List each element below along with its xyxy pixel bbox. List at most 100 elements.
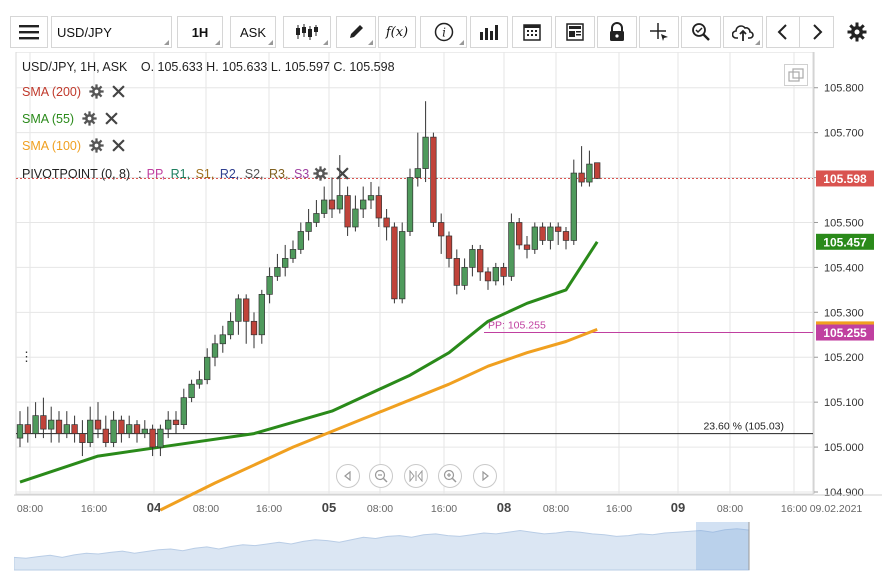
candle-body (102, 428, 109, 443)
triangle-right-icon (482, 471, 489, 481)
lock-button[interactable] (597, 16, 637, 48)
indicator-label: SMA (200) (22, 84, 82, 99)
pivot-r2: R2, (219, 166, 240, 181)
price-chart[interactable]: 105.800105.700105.600105.500105.400105.3… (14, 52, 882, 572)
zoom-button[interactable] (681, 16, 721, 48)
candle-body (414, 168, 421, 178)
sma55-price-tag-bg (816, 233, 874, 250)
news-button[interactable] (555, 16, 595, 48)
candle-body (63, 424, 70, 434)
candle-body (235, 298, 242, 322)
candle-body (492, 267, 499, 282)
candle-body (445, 235, 453, 259)
info-button[interactable]: i (420, 16, 467, 48)
gear-icon[interactable] (82, 111, 97, 126)
indicators-button[interactable]: f(x) (378, 16, 416, 48)
symbol-input[interactable]: USD/JPY (51, 16, 172, 48)
cloud-upload-icon (732, 25, 754, 41)
candle-body (461, 267, 468, 286)
candle-type-button[interactable] (283, 16, 331, 48)
close-icon[interactable] (112, 139, 125, 152)
y-tick-label: 105.700 (824, 128, 864, 140)
y-tick-label: 105.100 (824, 397, 864, 409)
toolbar: USD/JPY 1H ASK f(x) i (0, 0, 882, 52)
pivot-r3: R3, (269, 166, 289, 181)
volume-button[interactable] (470, 16, 508, 48)
pivot-label: PP: 105.255 (488, 320, 546, 332)
indicator-label: SMA (55) (22, 111, 75, 126)
crosshair-button[interactable] (639, 16, 679, 48)
gear-icon[interactable] (89, 84, 104, 99)
candle-body (211, 343, 219, 358)
candle-body (188, 383, 195, 399)
scroll-right-button[interactable] (473, 464, 497, 488)
candle-body (55, 419, 63, 434)
candle-body (453, 258, 460, 286)
triangle-left-icon (344, 471, 351, 481)
next-button[interactable] (800, 17, 833, 47)
chart-area[interactable]: 105.800105.700105.600105.500105.400105.3… (14, 52, 882, 572)
legend-ohlc: O. 105.633 H. 105.633 L. 105.597 C. 105.… (140, 60, 395, 74)
resize-handle-icon[interactable]: ⋮ (20, 349, 33, 364)
indicator-row-pivot: PIVOTPOINT (0, 8) : PP, R1, S1, R2, S2, … (22, 166, 349, 181)
y-tick-label: 105.500 (824, 217, 864, 229)
candle-body (32, 415, 39, 434)
zoom-out-icon (374, 469, 388, 483)
candle-body (79, 433, 86, 443)
candle-body (266, 276, 273, 295)
dropdown-corner-icon (268, 40, 273, 45)
lock-icon (610, 22, 624, 41)
candle-body (16, 424, 24, 439)
x-tick-label: 16:00 (606, 503, 632, 515)
x-tick-label: 05 (322, 500, 336, 515)
pivot-pp: PP, (146, 166, 166, 181)
close-icon[interactable] (336, 167, 349, 180)
zoom-in-button[interactable] (438, 464, 462, 488)
candle-body (360, 199, 367, 210)
indicator-row-sma200: SMA (200) (22, 84, 125, 99)
interval-select[interactable]: 1H (177, 16, 223, 48)
dropdown-corner-icon (755, 40, 760, 45)
zoom-icon (692, 23, 710, 41)
expand-button[interactable] (784, 64, 808, 86)
cloud-button[interactable] (723, 16, 763, 48)
y-tick-label: 105.400 (824, 262, 864, 274)
draw-tool-button[interactable] (336, 16, 376, 48)
pivot-sep: : (138, 166, 142, 181)
x-tick-label: 08:00 (543, 503, 569, 515)
pivot-s3: S3 (293, 166, 310, 181)
candle-body (352, 208, 359, 228)
dropdown-corner-icon (323, 40, 328, 45)
candle-body (94, 419, 102, 430)
pivot-levels: PP, R1, S1, R2, S2, R3, S3 (147, 167, 312, 181)
candle-body (71, 424, 78, 434)
price-type-select[interactable]: ASK (230, 16, 276, 48)
candle-body (165, 419, 172, 430)
candle-body (40, 415, 47, 430)
reset-view-button[interactable] (404, 464, 428, 488)
x-tick-label: 16:00 (256, 503, 282, 515)
candlestick-icon (296, 24, 318, 40)
candle-body (282, 258, 289, 268)
pivot-label: PIVOTPOINT (0, 8) (22, 166, 131, 181)
gear-icon[interactable] (89, 138, 104, 153)
reset-view-icon (409, 470, 423, 482)
chevron-left-icon (777, 24, 787, 40)
candle-body (87, 419, 94, 443)
scroll-left-button[interactable] (336, 464, 360, 488)
close-icon[interactable] (105, 112, 118, 125)
zoom-out-button[interactable] (369, 464, 393, 488)
prev-button[interactable] (767, 17, 801, 47)
calendar-button[interactable] (512, 16, 552, 48)
candle-body (274, 267, 281, 277)
symbol-value: USD/JPY (57, 24, 112, 40)
close-icon[interactable] (112, 85, 125, 98)
settings-button[interactable] (838, 16, 876, 48)
pivot-s1: S1, (195, 166, 215, 181)
y-tick-label: 105.300 (824, 307, 864, 319)
gear-icon[interactable] (313, 166, 328, 181)
gear-icon (847, 22, 867, 42)
menu-button[interactable] (10, 16, 48, 48)
indicator-label: SMA (100) (22, 138, 82, 153)
candle-body (258, 294, 265, 336)
